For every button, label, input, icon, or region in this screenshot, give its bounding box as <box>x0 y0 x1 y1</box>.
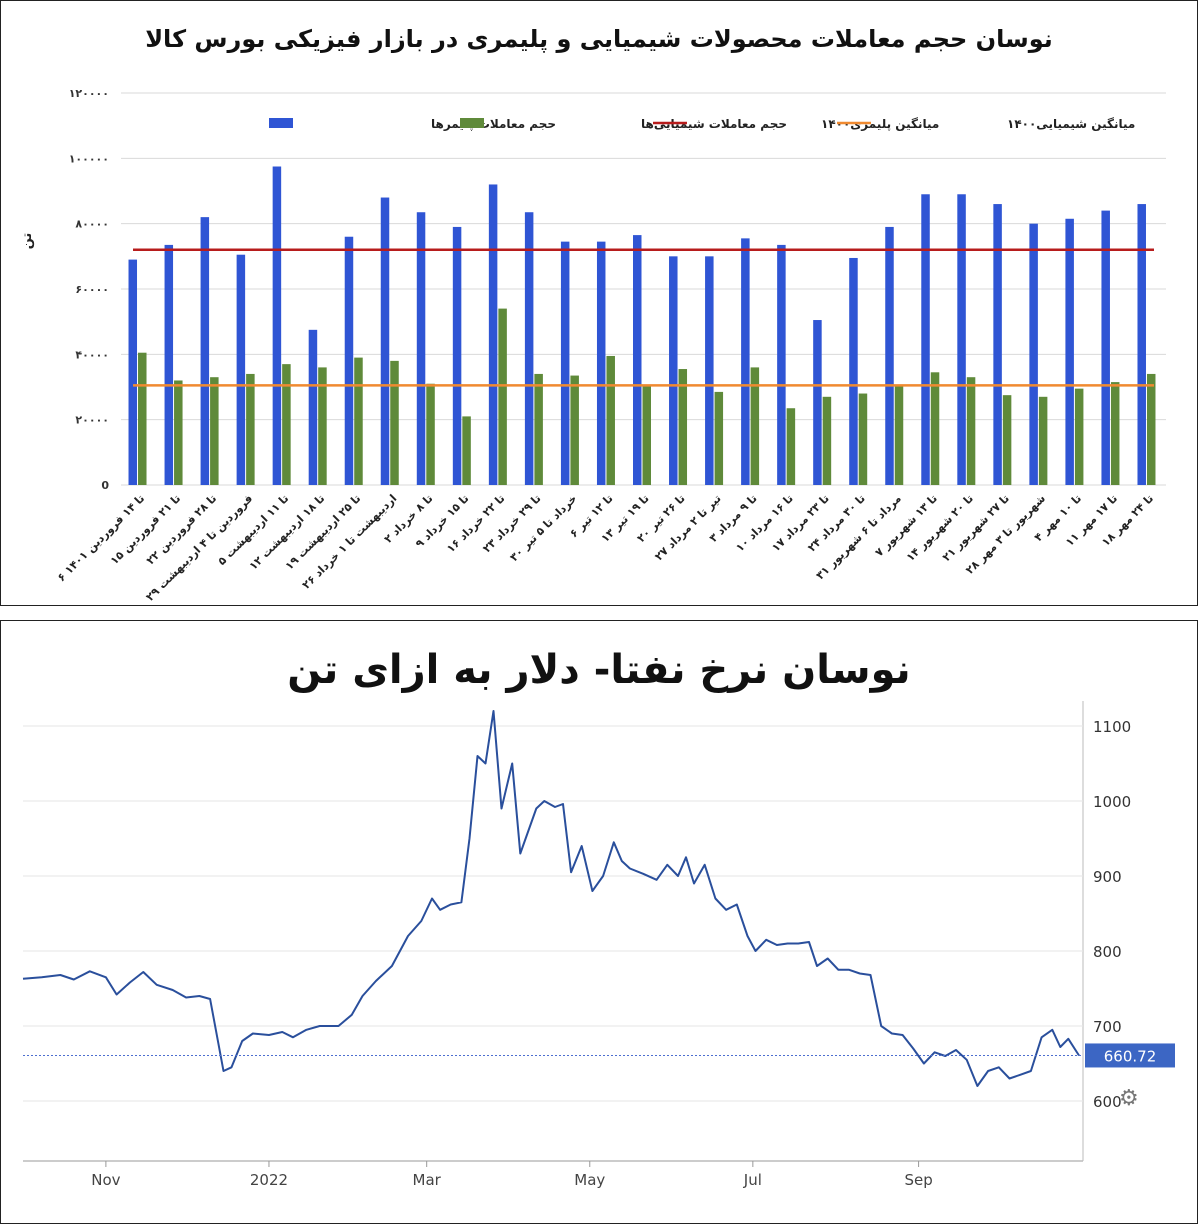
x-tick-label: Jul <box>743 1171 762 1189</box>
chemical-volume-bar <box>642 385 651 485</box>
chemical-volume-bar <box>858 393 868 485</box>
chemical-volume-bar <box>282 364 291 485</box>
chemical-volume-bar <box>1146 373 1156 485</box>
polymer-volume-bar <box>885 226 894 485</box>
chemical-volume-bar <box>786 408 796 485</box>
x-tick-label: Sep <box>904 1171 932 1189</box>
y-tick-label: 0 <box>101 479 109 492</box>
x-category-label: ۲۷ تیر تا ۲ مرداد <box>652 492 723 563</box>
chart1-title: نوسان حجم معاملات محصولات شیمیایی و پلیم… <box>145 25 1053 53</box>
polymer-volume-bar <box>633 235 642 485</box>
chemical-volume-bar <box>894 385 904 485</box>
chemical-volume-bar <box>138 352 147 485</box>
y-tick-label: 1100 <box>1093 718 1131 736</box>
polymer-volume-bar <box>272 166 282 485</box>
chemical-volume-bar <box>498 308 507 485</box>
chemical-volume-bar <box>462 416 471 485</box>
chemical-volume-bar <box>822 396 832 485</box>
y-tick-label: 1000 <box>1093 793 1131 811</box>
chart2-svg: 600 700 800 900 1000 1100 Nov 2022 Mar May Jul Sep 6… <box>22 701 1175 1189</box>
y-tick-label: 700 <box>1093 1018 1122 1036</box>
polymer-volume-bar <box>236 254 246 485</box>
x-tick-label: May <box>574 1171 605 1189</box>
chemical-volume-bar <box>534 373 543 485</box>
x-category-label: ۱۴ تا ۲۰ شهریور <box>904 492 976 564</box>
chemical-volume-bar <box>390 360 399 485</box>
chemical-volume-bar <box>714 391 724 485</box>
chemical-volume-bar <box>678 369 688 485</box>
polymer-volume-bar <box>921 194 930 485</box>
y-tick-label: ۱۲۰۰۰۰ <box>69 87 109 100</box>
polymer-volume-bar <box>777 244 786 485</box>
y-tick-label: ۱۰۰۰۰۰ <box>69 152 109 165</box>
y-tick-label: 900 <box>1093 868 1122 886</box>
chemical-volume-bar <box>750 367 760 485</box>
y-tick-label: 600 <box>1093 1093 1122 1111</box>
last-value-badge <box>1085 1043 1175 1068</box>
chart2-title: نوسان نرخ نفتا- دلار به ازای تن <box>287 647 911 693</box>
polymer-volume-bar <box>1065 218 1074 485</box>
y-tick-label: ۶۰۰۰۰ <box>75 283 109 296</box>
settings-gear-icon[interactable]: ⚙ <box>1119 1086 1139 1111</box>
chemical-volume-bar <box>246 373 255 485</box>
polymer-volume-bar <box>200 217 210 485</box>
polymer-volume-bar <box>128 259 138 485</box>
chemical-volume-bar <box>966 377 976 485</box>
legend-entry-label: میانگین پلیمری۱۴۰۰ <box>821 117 939 131</box>
polymer-volume-bar <box>957 194 966 485</box>
legend-entry-label: حجم معاملات پلیمرها <box>431 117 556 131</box>
polymer-volume-bar <box>380 197 390 486</box>
x-category-label: ۷ تا ۱۳ شهریور <box>873 492 940 559</box>
polymer-volume-bar <box>596 241 606 485</box>
x-tick-label: 2022 <box>250 1171 288 1189</box>
chemical-volume-bar <box>210 377 219 485</box>
y-tick-label: ۸۰۰۰۰ <box>75 218 109 231</box>
chemical-volume-bar <box>606 355 615 485</box>
polymer-volume-bar <box>993 204 1002 486</box>
polymer-volume-bar <box>344 236 354 485</box>
polymer-volume-bar <box>1029 223 1038 485</box>
legend-swatch <box>269 118 293 128</box>
x-category-label: ۳۰ خرداد تا ۵ تیر <box>507 492 579 564</box>
x-tick-label: Nov <box>91 1171 120 1189</box>
polymer-volume-bar <box>1101 210 1110 485</box>
chemical-polymer-chart-panel: نوسان حجم معاملات محصولات شیمیایی و پلیم… <box>0 0 1198 606</box>
polymer-volume-bar <box>705 256 714 485</box>
naphtha-price-chart-panel: نوسان نرخ نفتا- دلار به ازای تن 600 700 80… <box>0 620 1198 1224</box>
chemical-volume-bar <box>426 383 435 485</box>
last-value-label: 660.72 <box>1104 1047 1157 1065</box>
polymer-volume-bar <box>849 257 858 485</box>
polymer-volume-bar <box>560 241 570 485</box>
y-tick-label: 800 <box>1093 943 1122 961</box>
legend-entry-label: میانگین شیمیایی۱۴۰۰ <box>1007 117 1135 131</box>
polymer-volume-bar <box>813 320 822 485</box>
naphta-price-line <box>22 710 1080 1087</box>
polymer-volume-bar <box>669 256 678 485</box>
legend-swatch <box>460 118 484 128</box>
polymer-volume-bar <box>416 212 426 485</box>
chemical-volume-bar <box>318 367 327 485</box>
chemical-volume-bar <box>354 357 363 485</box>
y-axis-label: تن <box>20 233 35 250</box>
chemical-volume-bar <box>1110 382 1120 485</box>
chemical-volume-bar <box>174 380 183 485</box>
chemical-volume-bar <box>1038 396 1048 485</box>
chemical-volume-bar <box>1002 395 1012 485</box>
polymer-volume-bar <box>524 212 534 485</box>
x-tick-label: Mar <box>413 1171 442 1189</box>
polymer-volume-bar <box>164 244 174 485</box>
chemical-volume-bar <box>930 372 940 485</box>
polymer-volume-bar <box>1137 204 1146 486</box>
y-tick-label: ۲۰۰۰۰ <box>75 414 109 427</box>
polymer-volume-bar <box>741 238 750 485</box>
chemical-volume-bar <box>570 375 579 485</box>
y-tick-label: ۴۰۰۰۰ <box>75 348 109 361</box>
polymer-volume-bar <box>452 226 462 485</box>
chemical-volume-bar <box>1074 388 1084 485</box>
polymer-volume-bar <box>488 184 498 485</box>
legend-entry-label: حجم معاملات شیمیایی‌ها <box>641 117 787 131</box>
x-category-label: ۲۱ تا ۲۷ شهریور <box>940 492 1012 564</box>
polymer-volume-bar <box>308 329 318 485</box>
